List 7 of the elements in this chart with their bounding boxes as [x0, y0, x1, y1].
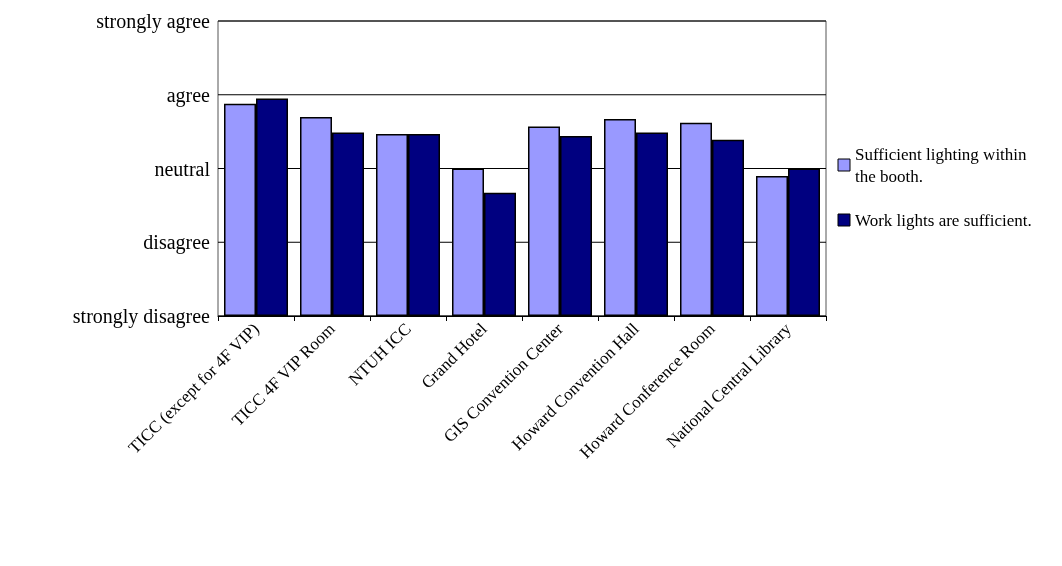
ref-line-label: strongly disagree [72, 305, 211, 328]
ref-line-label: strongly agree [96, 10, 211, 33]
ref-line-label: disagree [143, 231, 211, 255]
legend-label: Work lights are sufficient. [855, 210, 1032, 230]
ref-line-label: agree [166, 83, 211, 107]
legend-label: Sufficient lighting within the booth. [855, 144, 1031, 186]
ref-line-label: neutral [154, 157, 211, 180]
